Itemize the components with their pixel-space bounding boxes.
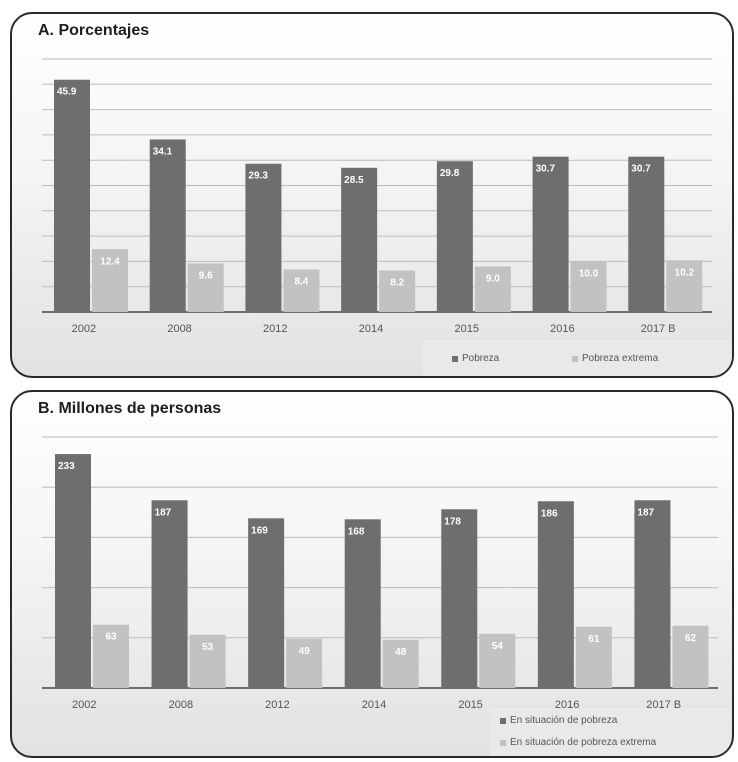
data-label: 29.3 (248, 171, 268, 182)
bar-extreme (93, 624, 129, 688)
legend-item-pobreza-extrema: Pobreza extrema (572, 353, 658, 364)
legend-item-pobreza-extrema: En situación de pobreza extrema (500, 737, 656, 748)
x-tick-label: 2017 B (641, 323, 676, 335)
chart-panel-millones: B. Millones de personas 233 63 2002 187 53 20… (10, 390, 734, 758)
bar-extreme (666, 260, 703, 312)
legend-label: En situación de pobreza (510, 715, 618, 726)
data-label: 168 (348, 526, 365, 537)
chart-panel-porcentajes: A. Porcentajes 45.9 12.4 2002 34.1 9.6 2008 29… (10, 12, 734, 378)
x-tick-label: 2008 (167, 323, 191, 335)
bar-extreme (382, 639, 419, 688)
data-label: 10.2 (675, 267, 695, 278)
data-label: 30.7 (631, 164, 651, 175)
bar-main (537, 501, 574, 688)
legend-swatch-light (572, 355, 578, 362)
bar-extreme (283, 269, 320, 312)
chart-title: B. Millones de personas (38, 400, 222, 417)
data-label: 187 (637, 507, 654, 518)
legend-swatch-light (500, 739, 506, 746)
x-tick-label: 2015 (458, 699, 482, 711)
legend: Pobreza Pobreza extrema (422, 340, 732, 376)
bar-main (344, 519, 381, 688)
x-tick-label: 2002 (72, 699, 96, 711)
data-label: 8.4 (294, 276, 308, 287)
bar-main (54, 79, 90, 312)
bar-main (149, 139, 186, 312)
bar-extreme (474, 266, 511, 312)
x-tick-label: 2015 (454, 323, 478, 335)
bar-extreme (575, 626, 612, 688)
x-tick-label: 2008 (169, 699, 193, 711)
legend-label: En situación de pobreza extrema (510, 737, 657, 748)
bar-main (245, 163, 282, 312)
bar-main (248, 518, 285, 688)
bar-main (532, 156, 569, 312)
x-tick-label: 2002 (72, 323, 96, 335)
bar-extreme (379, 270, 416, 312)
data-label: 9.0 (486, 273, 500, 284)
bar-extreme (672, 625, 709, 688)
legend-label: Pobreza (462, 353, 500, 364)
data-label: 8.2 (390, 278, 404, 289)
data-label: 49 (299, 646, 311, 657)
data-label: 63 (105, 632, 117, 643)
data-label: 187 (155, 507, 172, 518)
legend-swatch-dark (452, 355, 458, 362)
bar-extreme (92, 249, 128, 312)
data-label: 53 (202, 642, 214, 653)
bar-chart-millones: 233 63 2002 187 53 2008 169 49 2012 168 48 2014 178 5… (42, 436, 718, 711)
x-tick-label: 2016 (550, 323, 574, 335)
bar-extreme (570, 261, 607, 312)
data-label: 186 (541, 508, 558, 519)
data-label: 12.4 (100, 256, 120, 267)
x-tick-label: 2014 (359, 323, 383, 335)
data-label: 45.9 (57, 87, 77, 98)
legend-label: Pobreza extrema (582, 353, 659, 364)
x-tick-label: 2014 (362, 699, 386, 711)
legend: En situación de pobreza En situación de … (490, 708, 730, 756)
bar-main (341, 167, 378, 312)
bar-extreme (479, 633, 516, 688)
data-label: 29.8 (440, 168, 460, 179)
data-label: 48 (395, 647, 407, 658)
data-label: 30.7 (536, 164, 556, 175)
legend-item-pobreza: Pobreza (452, 353, 499, 364)
data-label: 178 (444, 516, 461, 527)
legend-item-pobreza: En situación de pobreza (500, 715, 617, 726)
data-label: 34.1 (153, 146, 173, 157)
x-tick-label: 2012 (265, 699, 289, 711)
x-tick-label: 2012 (263, 323, 287, 335)
data-label: 233 (58, 461, 75, 472)
bar-main (628, 156, 665, 312)
bar-extreme (187, 263, 224, 312)
data-label: 62 (685, 633, 697, 644)
data-label: 54 (492, 641, 504, 652)
legend-swatch-dark (500, 717, 506, 724)
bar-main (634, 500, 671, 688)
bar-main (55, 454, 91, 688)
bar-chart-porcentajes: 45.9 12.4 2002 34.1 9.6 2008 29.3 8.4 2012 28.5 8.… (42, 58, 712, 335)
data-label: 169 (251, 525, 268, 536)
data-label: 10.0 (579, 268, 599, 279)
bar-main (441, 509, 478, 688)
data-label: 28.5 (344, 175, 364, 186)
bar-main (151, 500, 188, 688)
bar-main (436, 161, 473, 312)
bar-extreme (189, 634, 226, 688)
data-label: 9.6 (199, 270, 213, 281)
bar-extreme (286, 638, 323, 688)
chart-title: A. Porcentajes (38, 22, 150, 39)
data-label: 61 (588, 634, 600, 645)
